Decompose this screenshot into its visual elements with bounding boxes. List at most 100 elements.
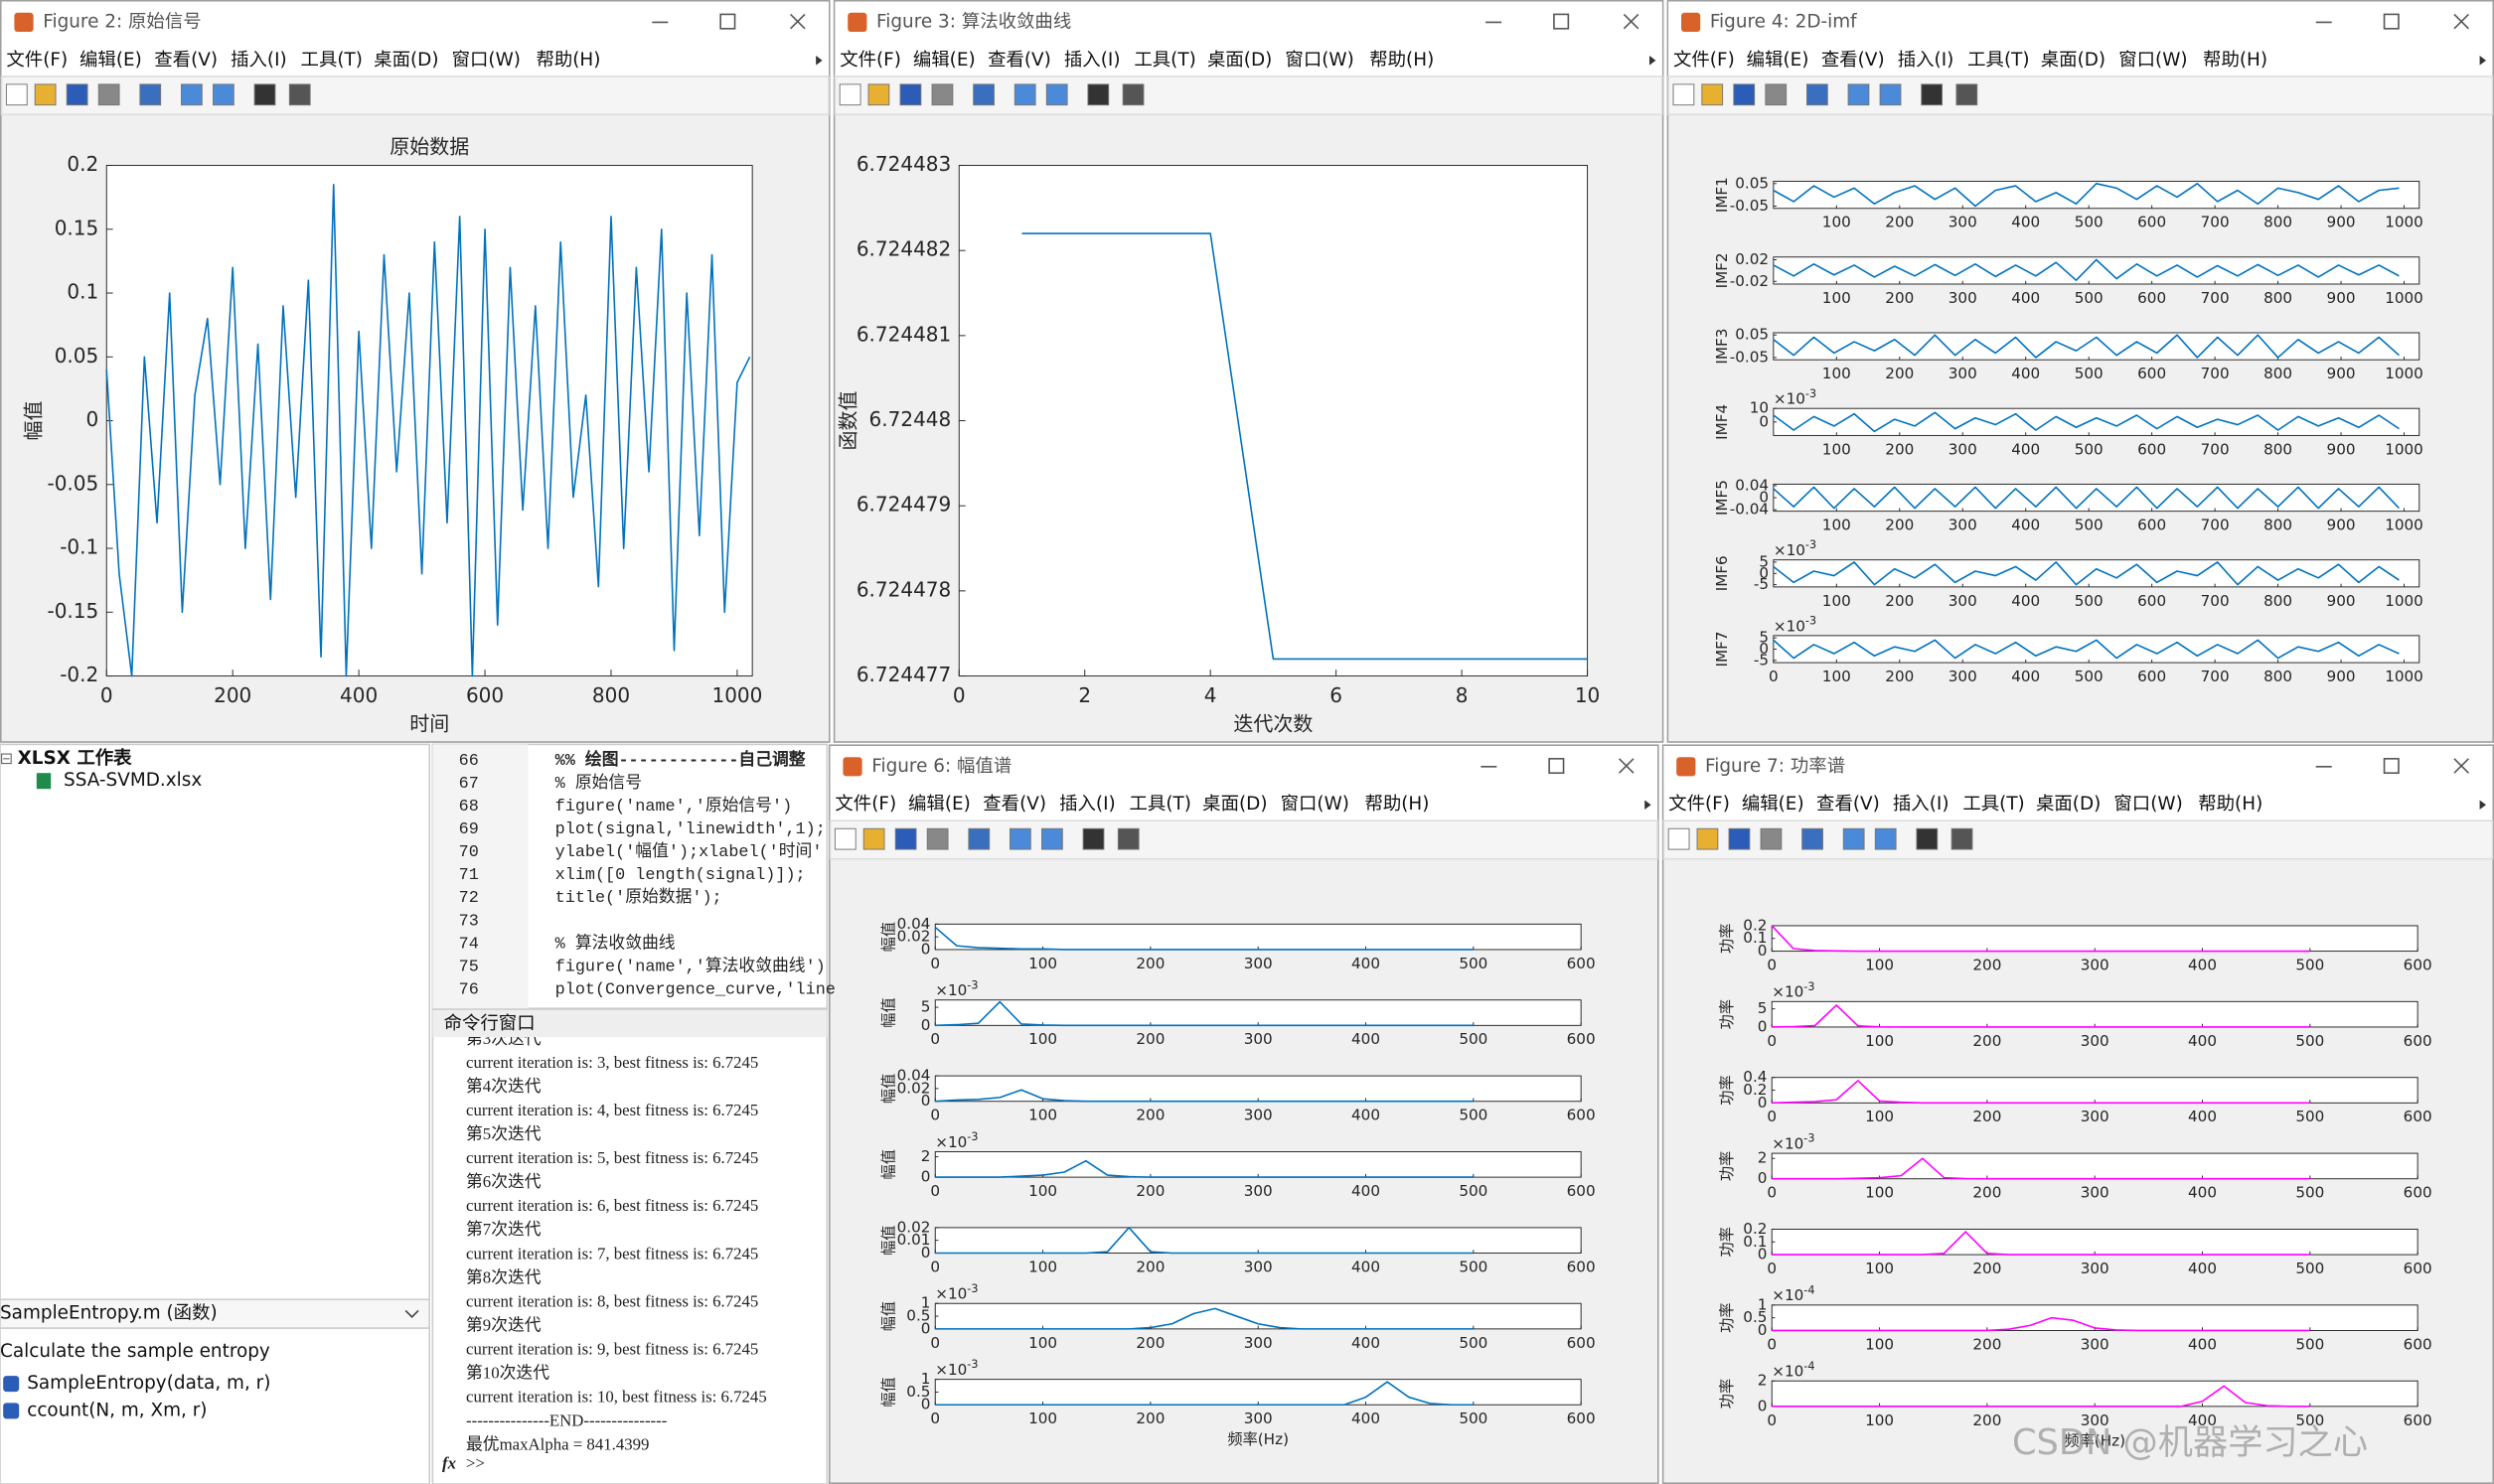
toolbar-button[interactable]	[1805, 83, 1828, 106]
menu-item[interactable]: 窗口(W)	[2118, 50, 2187, 71]
menu-item[interactable]: 帮助(H)	[1364, 794, 1429, 815]
menu-item[interactable]: 编辑(E)	[908, 794, 971, 815]
toolbar-button[interactable]	[1672, 83, 1695, 106]
toolbar-button[interactable]	[1117, 827, 1140, 850]
maximize-button[interactable]	[2383, 13, 2400, 30]
toolbar-button[interactable]	[834, 827, 857, 850]
menu-item[interactable]: 工具(T)	[1130, 794, 1191, 815]
menu-item[interactable]: 窗口(W)	[452, 50, 521, 71]
menu-item[interactable]: 文件(F)	[840, 50, 901, 71]
menu-item[interactable]: 查看(V)	[1816, 794, 1880, 815]
command-prompt[interactable]: >>	[466, 1454, 485, 1473]
function-hint[interactable]: fx	[442, 1454, 456, 1473]
toolbar-button[interactable]	[973, 83, 995, 106]
menu-item[interactable]: 帮助(H)	[2198, 794, 2262, 815]
toolbar-button[interactable]	[1667, 827, 1690, 850]
toolbar-button[interactable]	[213, 83, 234, 106]
toolbar-button[interactable]	[5, 83, 28, 106]
toolbar-button[interactable]	[1733, 83, 1756, 106]
toolbar-button[interactable]	[1760, 827, 1783, 850]
toolbar-button[interactable]	[1955, 83, 1978, 106]
toolbar-button[interactable]	[1879, 83, 1902, 106]
toolbar-button[interactable]	[1842, 827, 1865, 850]
menu-item[interactable]: 帮助(H)	[2203, 50, 2267, 71]
menu-item[interactable]: 工具(T)	[1967, 50, 2029, 71]
toolbar-button[interactable]	[1082, 827, 1105, 850]
toolbar-button[interactable]	[1847, 83, 1870, 106]
toolbar-button[interactable]	[894, 827, 917, 850]
maximize-button[interactable]	[2383, 758, 2400, 775]
toolbar-button[interactable]	[181, 83, 203, 106]
toolbar-button[interactable]	[839, 83, 861, 106]
toolbar-button[interactable]	[1916, 827, 1939, 850]
maximize-button[interactable]	[719, 13, 736, 30]
toolbar-button[interactable]	[1013, 83, 1036, 106]
close-button[interactable]	[2453, 13, 2469, 30]
toolbar-button[interactable]	[1087, 83, 1110, 106]
menu-item[interactable]: 插入(I)	[1898, 50, 1954, 71]
close-button[interactable]	[1619, 758, 1635, 774]
toolbar-button[interactable]	[1701, 83, 1724, 106]
menu-item[interactable]: 文件(F)	[1673, 50, 1735, 71]
menu-item[interactable]: 编辑(E)	[1747, 50, 1809, 71]
menu-item[interactable]: 查看(V)	[154, 50, 218, 71]
menu-item[interactable]: 查看(V)	[983, 794, 1046, 815]
toolbar-button[interactable]	[97, 83, 120, 106]
close-button[interactable]	[1623, 13, 1639, 30]
toolbar-button[interactable]	[1950, 827, 1973, 850]
menu-item[interactable]: 查看(V)	[1821, 50, 1885, 71]
toolbar-button[interactable]	[288, 83, 311, 106]
menu-item[interactable]: 帮助(H)	[1369, 50, 1434, 71]
toolbar-button[interactable]	[34, 83, 57, 106]
menu-item[interactable]: 查看(V)	[988, 50, 1051, 71]
menu-item[interactable]: 插入(I)	[1064, 50, 1121, 71]
menu-item[interactable]: 工具(T)	[301, 50, 363, 71]
menu-item[interactable]: 桌面(D)	[1207, 50, 1272, 71]
menu-item[interactable]: 插入(I)	[231, 50, 287, 71]
menu-item[interactable]: 工具(T)	[1134, 50, 1195, 71]
function-name[interactable]: ccount(N, m, Xm, r)	[27, 1400, 207, 1420]
toolbar-button[interactable]	[1765, 83, 1788, 106]
toolbar-button[interactable]	[1921, 83, 1944, 106]
menu-item[interactable]: 文件(F)	[1668, 794, 1730, 815]
menu-item[interactable]: 帮助(H)	[536, 50, 600, 71]
toolbar-button[interactable]	[139, 83, 162, 106]
toolbar-button[interactable]	[1041, 827, 1063, 850]
maximize-button[interactable]	[1553, 13, 1570, 30]
menu-item[interactable]: 插入(I)	[1059, 794, 1116, 815]
menu-item[interactable]: 插入(I)	[1893, 794, 1949, 815]
menu-item[interactable]: 桌面(D)	[2036, 794, 2101, 815]
menu-item[interactable]: 编辑(E)	[79, 50, 142, 71]
menu-item[interactable]: 窗口(W)	[2113, 794, 2182, 815]
file-name[interactable]: SSA-SVMD.xlsx	[64, 770, 202, 791]
toolbar-button[interactable]	[931, 83, 954, 106]
menu-item[interactable]: 文件(F)	[6, 50, 68, 71]
menu-item[interactable]: 工具(T)	[1962, 794, 2024, 815]
toolbar-button[interactable]	[899, 83, 922, 106]
menu-item[interactable]: 编辑(E)	[1742, 794, 1804, 815]
toolbar-button[interactable]	[1874, 827, 1897, 850]
menu-item[interactable]: 文件(F)	[835, 794, 896, 815]
toolbar-button[interactable]	[1045, 83, 1068, 106]
toolbar-button[interactable]	[862, 827, 885, 850]
detail-dropdown[interactable]	[404, 1309, 419, 1318]
maximize-button[interactable]	[1548, 758, 1565, 775]
function-name[interactable]: SampleEntropy(data, m, r)	[27, 1373, 270, 1394]
toolbar-button[interactable]	[867, 83, 890, 106]
menu-item[interactable]: 窗口(W)	[1281, 794, 1349, 815]
toolbar-button[interactable]	[253, 83, 276, 106]
close-button[interactable]	[2453, 758, 2469, 774]
menu-item[interactable]: 编辑(E)	[913, 50, 976, 71]
menu-item[interactable]: 窗口(W)	[1285, 50, 1353, 71]
toolbar-button[interactable]	[1122, 83, 1145, 106]
close-button[interactable]	[790, 13, 806, 30]
menu-item[interactable]: 桌面(D)	[374, 50, 438, 71]
toolbar-button[interactable]	[1696, 827, 1719, 850]
toolbar-button[interactable]	[968, 827, 991, 850]
toolbar-button[interactable]	[1010, 827, 1031, 850]
toolbar-button[interactable]	[926, 827, 949, 850]
menu-item[interactable]: 桌面(D)	[1202, 794, 1267, 815]
toolbar-button[interactable]	[1801, 827, 1823, 850]
menu-item[interactable]: 桌面(D)	[2041, 50, 2105, 71]
toolbar-button[interactable]	[1728, 827, 1751, 850]
